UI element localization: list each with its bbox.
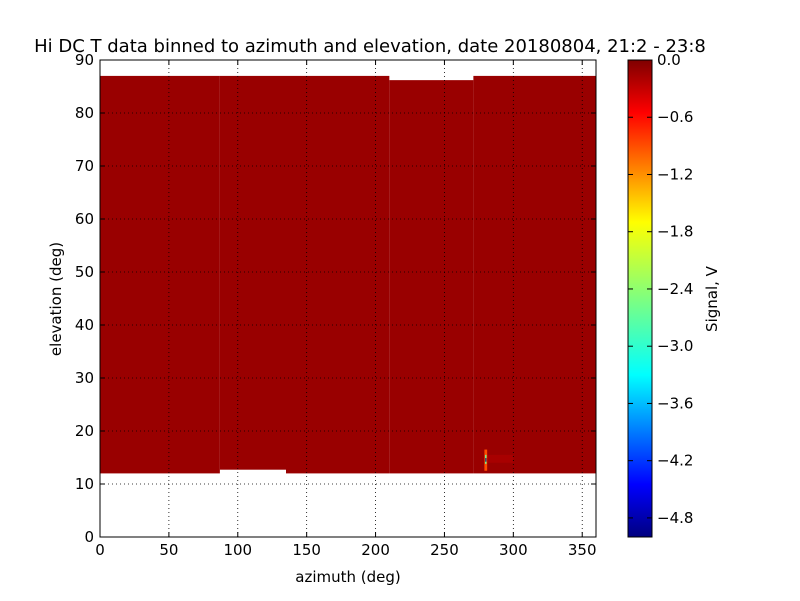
x-tick-label: 100 (223, 541, 252, 559)
heatmap-region-5 (473, 75, 596, 474)
colorbar-tick-label: −2.4 (657, 280, 693, 298)
plot-frame (99, 59, 597, 538)
y-tick-label: 20 (75, 422, 94, 440)
heatmap-region-4 (389, 80, 474, 474)
y-tick-label: 0 (84, 528, 94, 546)
heatmap-feature-1 (485, 454, 514, 463)
colorbar-tick-label: −4.8 (657, 509, 693, 527)
x-axis: 0 50 100 150 200 250 300 350 (95, 60, 597, 559)
x-axis-label: azimuth (deg) (295, 568, 400, 586)
x-tick-label: 50 (159, 541, 178, 559)
x-tick-label: 250 (430, 541, 459, 559)
heatmap-feature-4 (485, 458, 487, 462)
colorbar-ticks: 0.0 −0.6 −1.2 −1.8 −2.4 −3.0 −3.6 −4.2 −4.8 (628, 51, 693, 527)
x-tick-label: 0 (95, 541, 105, 559)
y-tick-label: 60 (75, 210, 94, 228)
colorbar-tick-label: −1.2 (657, 165, 693, 183)
heatmap-region-1 (100, 75, 220, 474)
heatmap-region-2 (219, 75, 286, 470)
y-tick-label: 70 (75, 157, 94, 175)
x-tick-label: 200 (361, 541, 390, 559)
y-tick-label: 40 (75, 316, 94, 334)
chart-title: Hi DC T data binned to azimuth and eleva… (34, 36, 706, 57)
colorbar-tick-label: −3.0 (657, 337, 693, 355)
y-tick-label: 30 (75, 369, 94, 387)
colorbar-tick-label: 0.0 (657, 51, 681, 69)
y-tick-label: 90 (75, 51, 94, 69)
grid-layer (100, 60, 596, 537)
y-tick-label: 80 (75, 104, 94, 122)
y-axis: 0 10 20 30 40 50 60 70 80 90 (75, 51, 596, 546)
colorbar-tick-label: −3.6 (657, 394, 693, 412)
x-tick-label: 300 (499, 541, 528, 559)
colorbar-label: Signal, V (703, 265, 721, 332)
heatmap-region-3 (286, 75, 390, 474)
x-tick-label: 150 (292, 541, 321, 559)
colorbar-tick-label: −0.6 (657, 108, 693, 126)
y-axis-label: elevation (deg) (47, 242, 65, 356)
x-tick-label: 350 (568, 541, 597, 559)
y-tick-label: 10 (75, 475, 94, 493)
colorbar-tick-label: −1.8 (657, 223, 693, 241)
heatmap-layer (100, 75, 596, 474)
colorbar-tick-label: −4.2 (657, 452, 693, 470)
y-tick-label: 50 (75, 263, 94, 281)
colorbar (627, 59, 653, 538)
